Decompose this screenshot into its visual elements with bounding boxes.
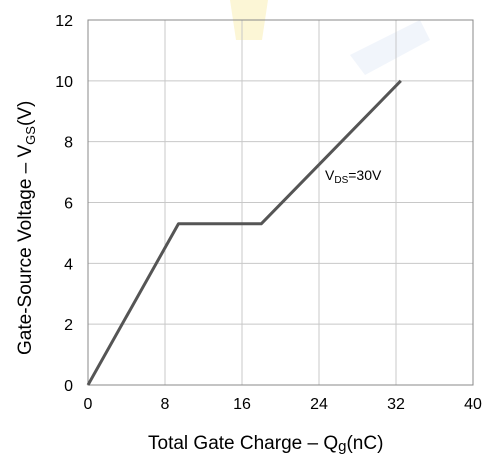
x-tick-label: 40 (464, 396, 482, 413)
y-tick-label: 10 (55, 74, 73, 91)
watermark (230, 0, 430, 75)
y-tick-label: 12 (55, 13, 73, 30)
annotation-vds: VDS=30V (325, 167, 382, 186)
series-layer (86, 79, 402, 386)
x-tick-label: 8 (161, 396, 170, 413)
plot-frame (87, 19, 474, 386)
x-tick-label: 0 (84, 396, 93, 413)
x-tick-label: 24 (310, 396, 328, 413)
x-axis-ticks: 0 8 16 24 32 40 (84, 396, 482, 413)
y-tick-label: 8 (64, 135, 73, 152)
grid (88, 20, 473, 385)
x-axis-label: Total Gate Charge – Qg(nC) (148, 433, 383, 455)
y-axis-label: Gate-Source Voltage – VGS(V) (15, 101, 38, 355)
y-tick-label: 2 (64, 317, 73, 334)
series-line (86, 79, 402, 386)
y-tick-label: 4 (64, 256, 73, 273)
y-tick-label: 0 (64, 378, 73, 395)
x-tick-label: 32 (387, 396, 405, 413)
y-tick-label: 6 (64, 196, 73, 213)
x-tick-label: 16 (233, 396, 251, 413)
y-axis-ticks: 0 2 4 6 8 10 12 (55, 13, 73, 395)
